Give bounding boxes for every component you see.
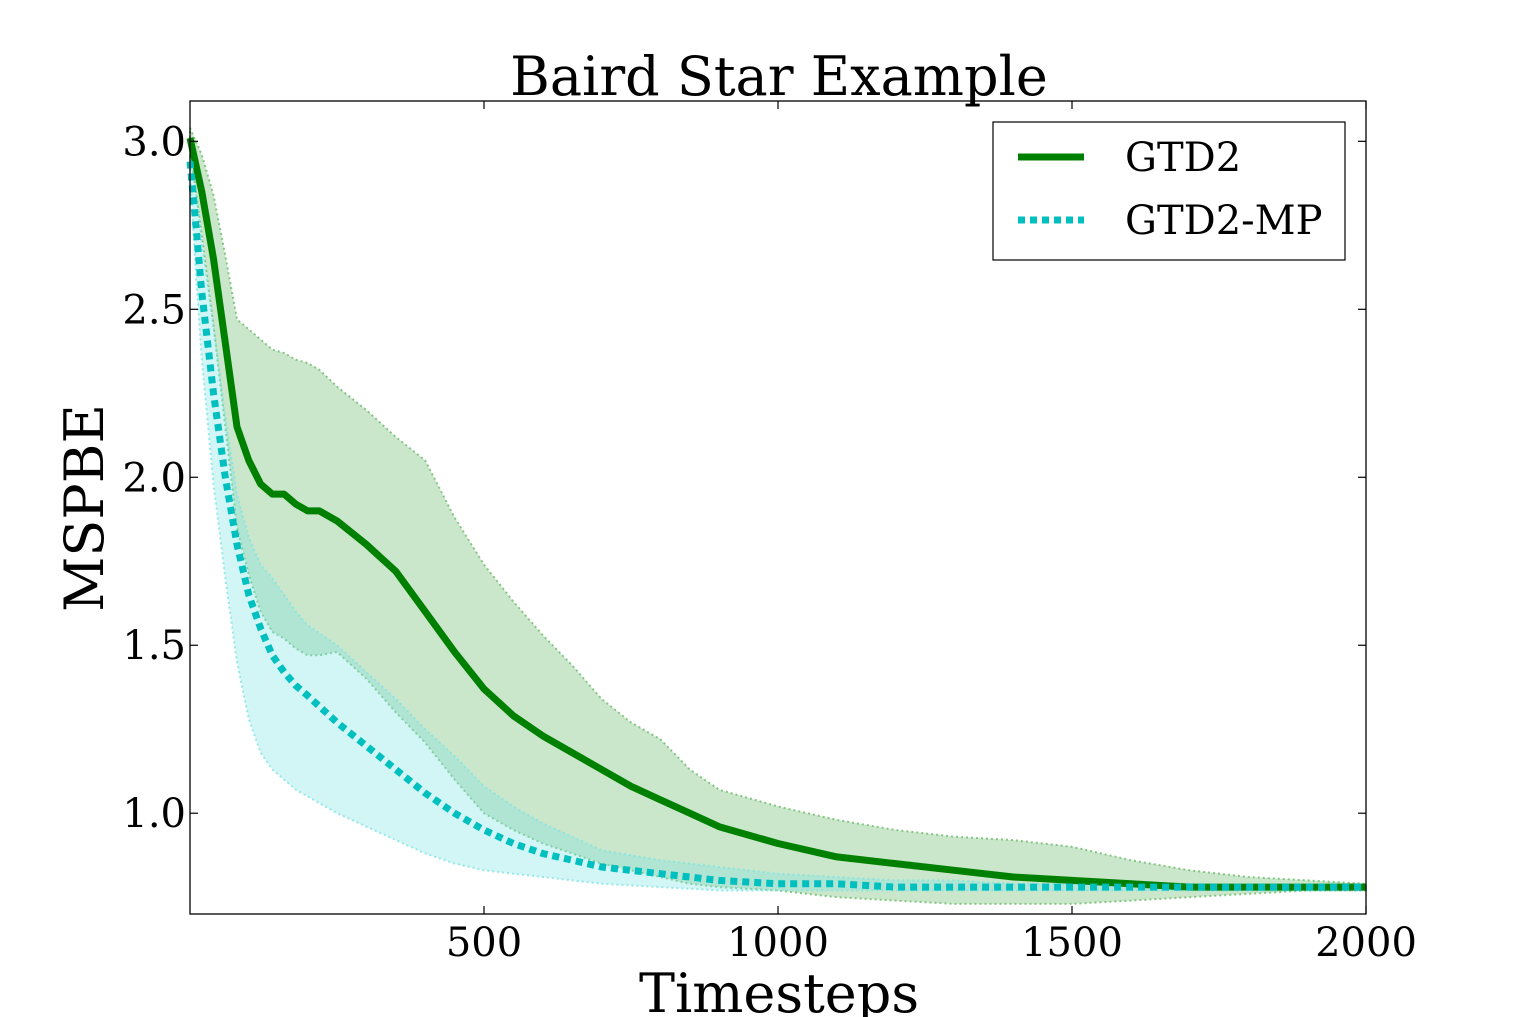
series-line-gtd2-mp [186,161,1366,891]
y-tick-label: 2.5 [122,287,186,333]
axis-ticks: 500 1000 1500 2000 1.0 1.5 2.0 2.5 3.0 [122,101,1417,966]
x-tick-label: 500 [446,920,522,966]
y-axis-label: MSPBE [53,404,116,612]
y-tick-label: 1.0 [122,791,186,837]
series-line-gtd2 [186,137,1366,891]
legend-box [992,121,1346,261]
chart-title: Baird Star Example [510,45,1048,108]
y-tick-label: 3.0 [122,119,186,165]
legend: GTD2 GTD2-MP [992,121,1346,261]
band-gtd2-mp [189,154,1367,892]
y-tick-label: 1.5 [122,623,186,669]
x-tick-label: 2000 [1315,920,1417,966]
legend-label-gtd2: GTD2 [1125,135,1241,181]
y-tick-label: 2.0 [122,455,186,501]
x-tick-label: 1500 [1021,920,1123,966]
x-tick-label: 1000 [727,920,829,966]
x-axis-label: Timesteps [639,962,919,1017]
legend-label-gtd2-mp: GTD2-MP [1125,198,1323,244]
